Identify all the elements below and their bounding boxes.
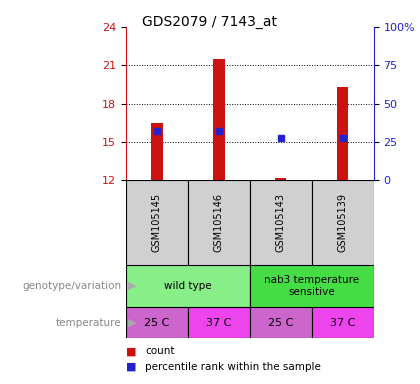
Text: GSM105145: GSM105145 [152, 193, 162, 252]
Text: wild type: wild type [164, 281, 212, 291]
Text: 37 C: 37 C [330, 318, 355, 328]
Bar [337, 87, 349, 180]
Bar [126, 307, 188, 338]
Bar [275, 178, 286, 180]
Text: count: count [145, 346, 174, 356]
Text: 37 C: 37 C [206, 318, 231, 328]
Text: GDS2079 / 7143_at: GDS2079 / 7143_at [142, 15, 278, 29]
Text: ▶: ▶ [128, 281, 136, 291]
Text: ▶: ▶ [128, 318, 136, 328]
Bar [250, 265, 374, 307]
Text: GSM105139: GSM105139 [338, 193, 348, 252]
Text: GSM105146: GSM105146 [214, 193, 224, 252]
Text: temperature: temperature [56, 318, 122, 328]
Text: genotype/variation: genotype/variation [23, 281, 122, 291]
Text: GSM105143: GSM105143 [276, 193, 286, 252]
Bar [312, 307, 374, 338]
Bar [250, 307, 312, 338]
Bar [126, 265, 250, 307]
Text: 25 C: 25 C [144, 318, 170, 328]
Bar [250, 180, 312, 265]
Bar [126, 180, 188, 265]
Bar [188, 180, 250, 265]
Text: ■: ■ [126, 346, 136, 356]
Bar [188, 307, 250, 338]
Text: ■: ■ [126, 362, 136, 372]
Text: 25 C: 25 C [268, 318, 294, 328]
Text: nab3 temperature
sensitive: nab3 temperature sensitive [264, 275, 360, 297]
Text: percentile rank within the sample: percentile rank within the sample [145, 362, 321, 372]
Bar [312, 180, 374, 265]
Bar [213, 59, 225, 180]
Bar [151, 123, 163, 180]
